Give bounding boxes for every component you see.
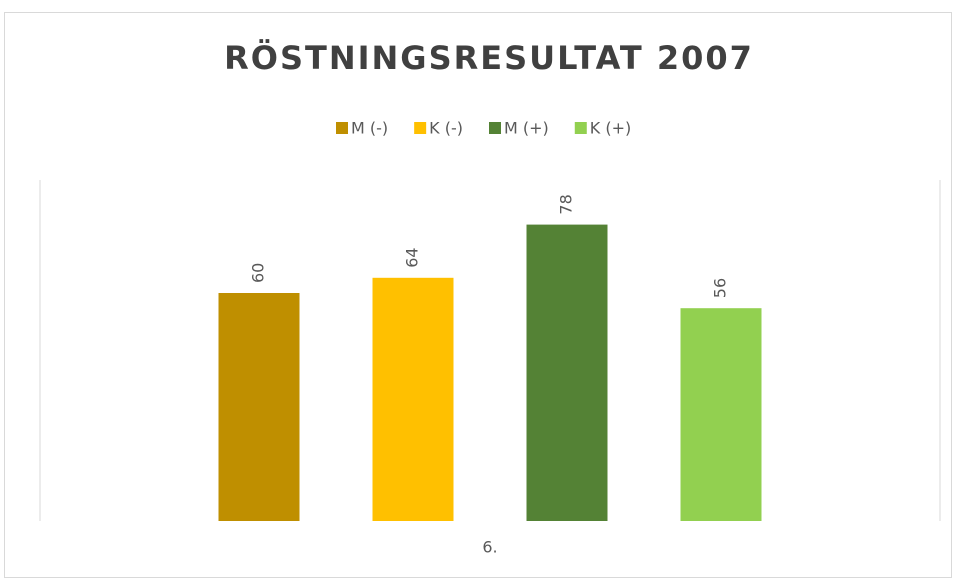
legend-swatch (489, 122, 501, 134)
data-label: 56 (711, 278, 730, 298)
legend-swatch (414, 122, 427, 134)
legend-swatch (336, 122, 348, 134)
data-label: 78 (557, 194, 576, 214)
data-label: 60 (249, 263, 268, 283)
chart-border (4, 12, 952, 578)
legend-swatch (574, 122, 587, 134)
bar (218, 293, 300, 521)
bar (680, 308, 762, 521)
data-label: 64 (403, 247, 422, 267)
x-tick-label: 6. (482, 538, 497, 557)
legend-label: K (-) (429, 119, 463, 138)
bar (526, 224, 608, 521)
legend-label: M (-) (351, 119, 388, 138)
chart-title: RÖSTNINGSRESULTAT 2007 (224, 39, 754, 77)
bar (372, 277, 454, 521)
legend-label: K (+) (590, 119, 631, 138)
legend-label: M (+) (504, 119, 549, 138)
